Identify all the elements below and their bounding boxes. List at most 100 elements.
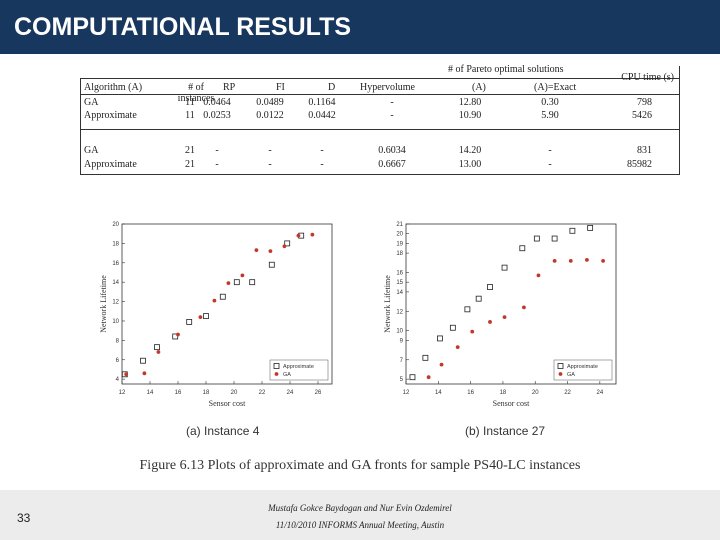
table-cell: GA — [84, 145, 99, 156]
x-tick-label: 12 — [403, 390, 410, 396]
approximate-point — [140, 357, 146, 364]
ga-point — [568, 258, 573, 263]
slide-footer — [0, 490, 720, 540]
x-tick-label: 14 — [147, 390, 154, 396]
approximate-point — [487, 284, 493, 290]
footer-authors: Mustafa Gokce Baydogan and Nur Evin Ozde… — [268, 503, 452, 513]
approximate-point — [437, 335, 443, 342]
ga-point — [455, 345, 460, 350]
slide-number: 33 — [17, 511, 31, 525]
approximate-point — [409, 374, 416, 381]
y-tick-label: 6 — [116, 358, 120, 364]
table-cell: 21 — [185, 159, 195, 170]
y-tick-label: 21 — [396, 222, 403, 228]
legend-label: Approximate — [283, 364, 314, 370]
y-axis-label: Network Lifetime — [99, 275, 108, 333]
legend-label: GA — [567, 372, 575, 378]
ga-point — [212, 298, 217, 303]
subcaption-a: (a) Instance 4 — [186, 424, 260, 438]
approximate-point — [449, 324, 456, 331]
approximate-point — [154, 344, 160, 351]
x-tick-label: 24 — [597, 390, 604, 396]
table-cell: 0.1164 — [308, 97, 336, 108]
y-tick-label: 10 — [112, 319, 119, 325]
table-cell: 21 — [185, 145, 195, 156]
chart-instance-4: 12 14 16 18 20 22 24 26 4 6 8 10 12 14 16 18 20 Sensor co… — [99, 222, 333, 408]
legend-swatch-ga — [558, 372, 563, 376]
y-tick-label: 10 — [396, 329, 403, 335]
ga-point — [601, 258, 605, 263]
x-tick-label: 16 — [467, 390, 474, 396]
y-tick-label: 16 — [396, 270, 403, 276]
chart-instance-27: 12 14 16 18 20 22 24 5 7 9 10 12 14 15 16 18 19 20 21 Senso… — [383, 222, 617, 408]
ga-point — [176, 332, 180, 337]
subcaption-b: (b) Instance 27 — [465, 424, 546, 438]
approximate-point — [464, 306, 471, 313]
x-axis-label: Sensor cost — [493, 399, 530, 408]
table-header-instances: # of instances — [177, 82, 215, 104]
legend-box — [269, 359, 329, 381]
slide-title: COMPUTATIONAL RESULTS — [14, 13, 352, 41]
y-tick-label: 18 — [112, 241, 119, 247]
approximate-point — [203, 313, 209, 320]
ga-point — [552, 258, 557, 263]
approximate-point — [284, 240, 291, 247]
x-tick-label: 14 — [435, 390, 442, 396]
approximate-point — [569, 227, 576, 234]
table-cell: 5.90 — [541, 110, 559, 121]
ga-point — [268, 249, 273, 254]
approximate-point — [186, 319, 193, 325]
plot-frame — [121, 223, 333, 385]
table-cell: 0.0464 — [203, 97, 231, 108]
approximate-point — [249, 279, 256, 286]
y-tick-label: 16 — [112, 261, 119, 267]
ga-point — [310, 232, 315, 237]
table-cell: Approximate — [84, 110, 137, 121]
ga-point — [254, 248, 259, 253]
table-cell: - — [268, 145, 272, 156]
table-cell: Approximate — [84, 159, 137, 170]
approximate-point — [233, 279, 240, 286]
table-cell: 798 — [637, 97, 652, 108]
x-axis-label: Sensor cost — [209, 399, 246, 408]
ga-point — [296, 233, 301, 238]
ga-point — [142, 371, 147, 376]
y-tick-label: 9 — [400, 338, 404, 344]
x-tick-label: 18 — [203, 390, 210, 396]
y-tick-label: 15 — [396, 280, 403, 286]
legend-label: GA — [283, 372, 291, 378]
y-tick-label: 7 — [400, 358, 404, 364]
approximate-point — [475, 295, 482, 302]
legend-label: Approximate — [567, 364, 598, 370]
y-axis-label: Network Lifetime — [383, 275, 392, 333]
table-cell: 85982 — [627, 159, 652, 170]
table-cell: 0.0489 — [256, 97, 284, 108]
ga-point — [536, 273, 541, 278]
table-cell: 5426 — [632, 110, 652, 121]
y-tick-label: 4 — [116, 377, 120, 383]
plot-frame — [405, 223, 617, 385]
y-tick-label: 12 — [396, 309, 403, 315]
ga-point — [240, 273, 245, 278]
chart-legend: Approximate GA — [269, 359, 329, 381]
approximate-point — [172, 333, 179, 340]
ga-point — [426, 375, 431, 380]
table-header-algorithm: Algorithm (A) — [84, 82, 143, 93]
table-cell: GA — [84, 97, 99, 108]
ga-point — [124, 372, 129, 377]
y-tick-label: 20 — [112, 222, 119, 228]
legend-box — [553, 359, 613, 381]
table-cell: - — [320, 159, 324, 170]
ga-point — [282, 244, 287, 249]
table-cell: - — [320, 145, 324, 156]
table-cell: - — [215, 159, 219, 170]
table-cell: 0.0442 — [308, 110, 336, 121]
approximate-point — [519, 245, 526, 252]
approximate-point — [501, 264, 508, 271]
table-cell: 0.6667 — [378, 159, 406, 170]
approximate-point — [422, 354, 429, 361]
approximate-point — [551, 235, 558, 242]
x-tick-label: 12 — [119, 390, 126, 396]
x-tick-label: 22 — [564, 390, 571, 396]
ga-point — [198, 315, 203, 319]
